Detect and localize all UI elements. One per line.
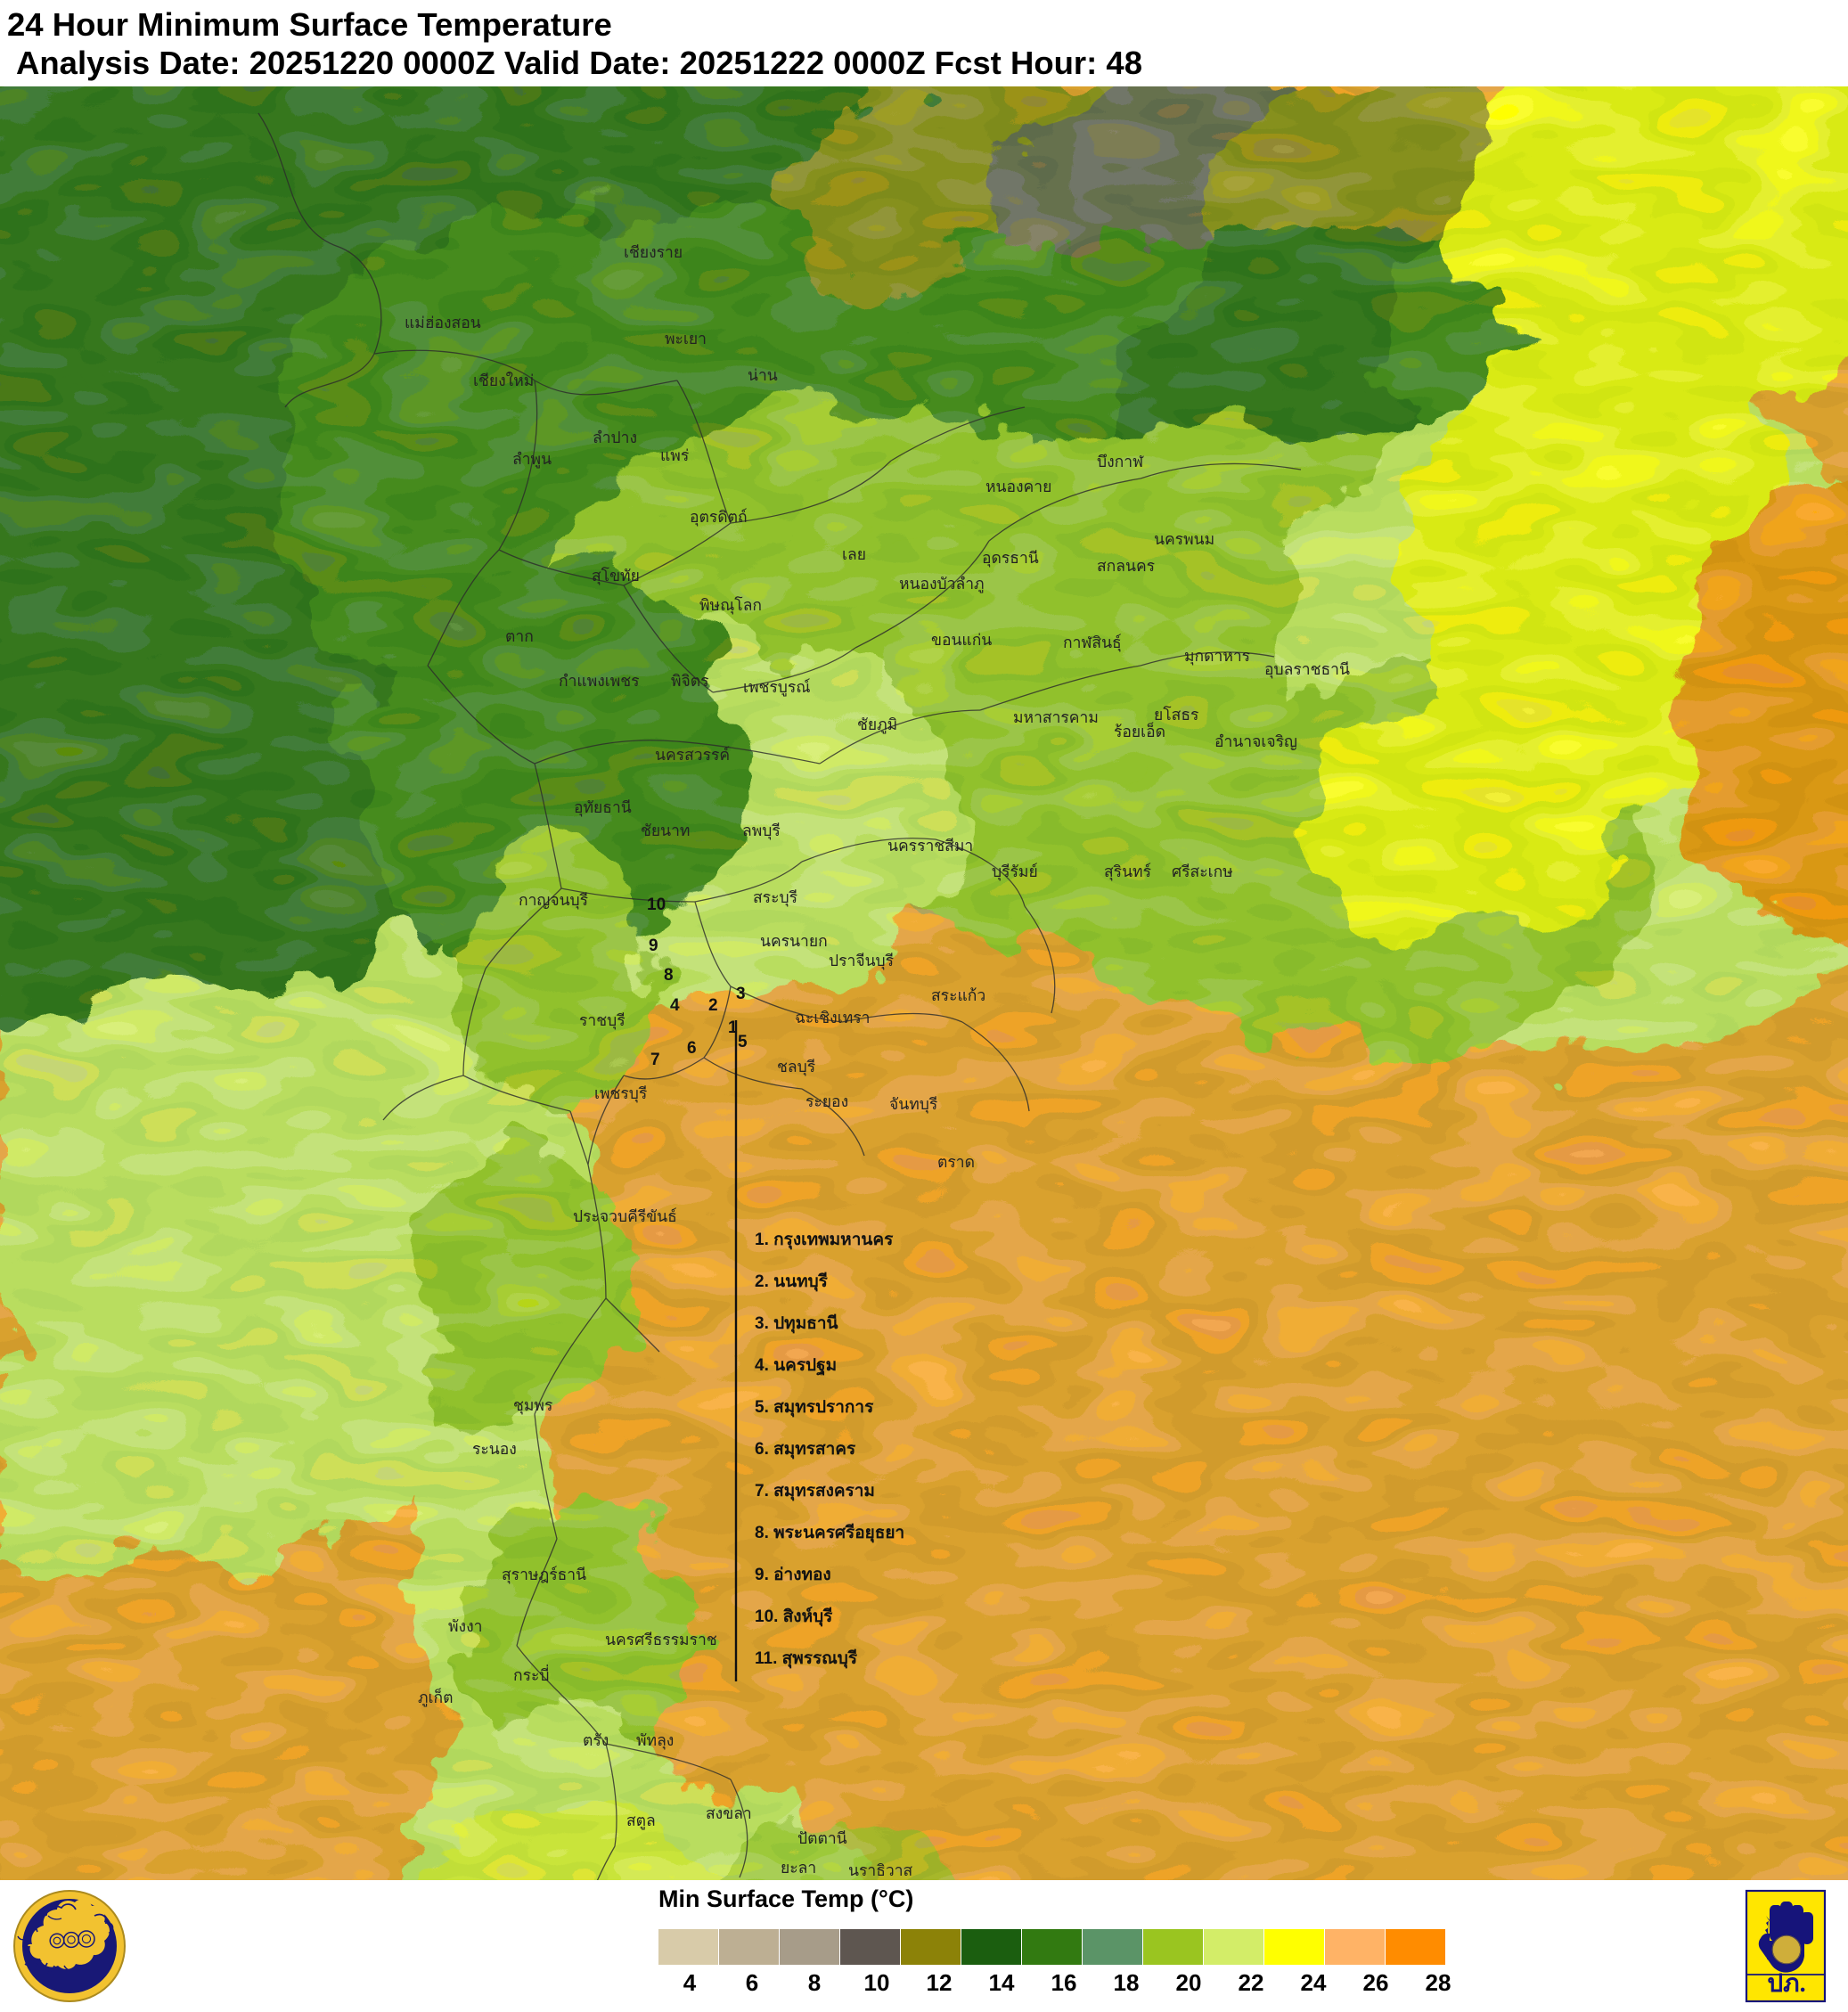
svg-text:10. สิงห์บุรี: 10. สิงห์บุรี xyxy=(755,1607,833,1627)
svg-text:นครนายก: นครนายก xyxy=(760,932,828,950)
svg-text:สุราษฎร์ธานี: สุราษฎร์ธานี xyxy=(502,1566,586,1584)
svg-text:น่าน: น่าน xyxy=(748,366,778,384)
svg-text:กาฬสินธุ์: กาฬสินธุ์ xyxy=(1063,634,1122,652)
svg-text:พังงา: พังงา xyxy=(448,1617,482,1635)
svg-text:เพชรบุรี: เพชรบุรี xyxy=(594,1084,647,1103)
svg-text:พะเยา: พะเยา xyxy=(665,330,707,348)
svg-text:จันทบุรี: จันทบุรี xyxy=(889,1095,937,1114)
svg-text:หนองคาย: หนองคาย xyxy=(985,478,1051,495)
svg-text:ประจวบคีรีขันธ์: ประจวบคีรีขันธ์ xyxy=(573,1207,677,1225)
svg-text:สุรินทร์: สุรินทร์ xyxy=(1104,863,1151,881)
svg-text:พิจิตร: พิจิตร xyxy=(671,672,709,690)
svg-text:กระบี่: กระบี่ xyxy=(513,1664,550,1684)
svg-text:ระนอง: ระนอง xyxy=(472,1440,517,1458)
svg-text:อุดรธานี: อุดรธานี xyxy=(982,549,1039,568)
svg-text:5. สมุทรปราการ: 5. สมุทรปราการ xyxy=(755,1398,874,1418)
svg-text:4. นครปฐม: 4. นครปฐม xyxy=(755,1356,837,1377)
svg-text:พิษณุโลก: พิษณุโลก xyxy=(699,596,762,615)
svg-text:พัทลุง: พัทลุง xyxy=(636,1731,674,1750)
svg-text:สงขลา: สงขลา xyxy=(706,1804,752,1822)
svg-text:ยะลา: ยะลา xyxy=(781,1859,816,1877)
svg-text:5: 5 xyxy=(738,1033,748,1051)
svg-text:8: 8 xyxy=(664,966,674,985)
svg-text:7. สมุทรสงคราม: 7. สมุทรสงคราม xyxy=(755,1482,875,1501)
svg-text:อุตรดิตถ์: อุตรดิตถ์ xyxy=(690,508,748,527)
svg-text:2. นนทบุรี: 2. นนทบุรี xyxy=(755,1272,829,1292)
svg-text:เชียงใหม่: เชียงใหม่ xyxy=(473,372,534,389)
svg-text:ศรีสะเกษ: ศรีสะเกษ xyxy=(1172,863,1233,880)
svg-text:ขอนแก่น: ขอนแก่น xyxy=(931,631,992,649)
svg-text:6. สมุทรสาคร: 6. สมุทรสาคร xyxy=(755,1440,856,1460)
svg-text:ชัยภูมิ: ชัยภูมิ xyxy=(857,716,897,734)
svg-text:6: 6 xyxy=(687,1039,697,1058)
svg-text:3: 3 xyxy=(736,985,746,1003)
svg-text:บึงกาฬ: บึงกาฬ xyxy=(1097,453,1144,470)
svg-text:ระยอง: ระยอง xyxy=(805,1092,848,1110)
svg-text:ลพบุรี: ลพบุรี xyxy=(742,822,781,840)
svg-text:ตรัง: ตรัง xyxy=(583,1731,609,1749)
svg-text:ลำปาง: ลำปาง xyxy=(593,429,637,446)
svg-text:ลำพูน: ลำพูน xyxy=(512,450,552,469)
svg-text:4: 4 xyxy=(670,996,680,1015)
svg-text:3. ปทุมธานี: 3. ปทุมธานี xyxy=(755,1313,838,1334)
svg-text:9: 9 xyxy=(649,936,658,955)
svg-text:สระบุรี: สระบุรี xyxy=(753,888,797,907)
svg-text:9. อ่างทอง: 9. อ่างทอง xyxy=(755,1566,831,1584)
svg-text:นราธิวาส: นราธิวาส xyxy=(848,1861,913,1879)
svg-text:ปราจีนบุรี: ปราจีนบุรี xyxy=(829,952,894,970)
svg-text:ราชบุรี: ราชบุรี xyxy=(579,1011,626,1030)
svg-text:สระแก้ว: สระแก้ว xyxy=(931,986,985,1004)
svg-text:10: 10 xyxy=(647,896,666,914)
svg-text:ร้อยเอ็ด: ร้อยเอ็ด xyxy=(1114,722,1165,740)
svg-text:ตาก: ตาก xyxy=(505,627,534,645)
svg-text:มุกดาหาร: มุกดาหาร xyxy=(1184,647,1250,666)
svg-text:ชลบุรี: ชลบุรี xyxy=(777,1058,815,1076)
svg-text:ภูเก็ต: ภูเก็ต xyxy=(418,1688,453,1707)
svg-text:ฉะเชิงเทรา: ฉะเชิงเทรา xyxy=(795,1009,870,1026)
svg-text:กาญจนบุรี: กาญจนบุรี xyxy=(519,891,588,910)
svg-text:นครพนม: นครพนม xyxy=(1154,530,1214,548)
svg-text:อุบลราชธานี: อุบลราชธานี xyxy=(1264,660,1350,679)
svg-text:บุรีรัมย์: บุรีรัมย์ xyxy=(992,863,1038,881)
svg-text:ชุมพร: ชุมพร xyxy=(513,1396,552,1415)
svg-text:1. กรุงเทพมหานคร: 1. กรุงเทพมหานคร xyxy=(755,1231,894,1250)
svg-text:สกลนคร: สกลนคร xyxy=(1097,557,1155,575)
svg-text:นครศรีธรรมราช: นครศรีธรรมราช xyxy=(605,1631,717,1648)
svg-text:2: 2 xyxy=(708,996,718,1015)
svg-text:กำแพงเพชร: กำแพงเพชร xyxy=(559,672,640,690)
svg-text:เชียงราย: เชียงราย xyxy=(624,243,683,261)
svg-text:นครสวรรค์: นครสวรรค์ xyxy=(655,746,730,764)
svg-text:ตราด: ตราด xyxy=(937,1153,975,1171)
svg-text:อำนาจเจริญ: อำนาจเจริญ xyxy=(1214,732,1297,750)
svg-text:11. สุพรรณบุรี: 11. สุพรรณบุรี xyxy=(755,1648,858,1669)
svg-text:เพชรบูรณ์: เพชรบูรณ์ xyxy=(743,678,811,697)
svg-text:แพร่: แพร่ xyxy=(660,446,689,464)
svg-text:ปภ.: ปภ. xyxy=(1767,1970,1805,1998)
svg-text:7: 7 xyxy=(650,1051,660,1069)
svg-text:8. พระนครศรีอยุธยา: 8. พระนครศรีอยุธยา xyxy=(755,1523,904,1543)
svg-text:สุโขทัย: สุโขทัย xyxy=(592,567,640,585)
svg-text:นครราชสีมา: นครราชสีมา xyxy=(887,837,973,855)
svg-text:อุทัยธานี: อุทัยธานี xyxy=(574,798,632,817)
svg-text:หนองบัวลำภู: หนองบัวลำภู xyxy=(899,575,985,593)
svg-text:สตูล: สตูล xyxy=(626,1812,656,1830)
svg-text:มหาสารคาม: มหาสารคาม xyxy=(1013,708,1099,726)
svg-text:ชัยนาท: ชัยนาท xyxy=(641,822,690,839)
svg-text:ปัตตานี: ปัตตานี xyxy=(797,1829,847,1847)
svg-text:ยโสธร: ยโสธร xyxy=(1154,706,1198,724)
svg-text:แม่ฮ่องสอน: แม่ฮ่องสอน xyxy=(405,314,481,331)
svg-text:เลย: เลย xyxy=(842,545,866,563)
